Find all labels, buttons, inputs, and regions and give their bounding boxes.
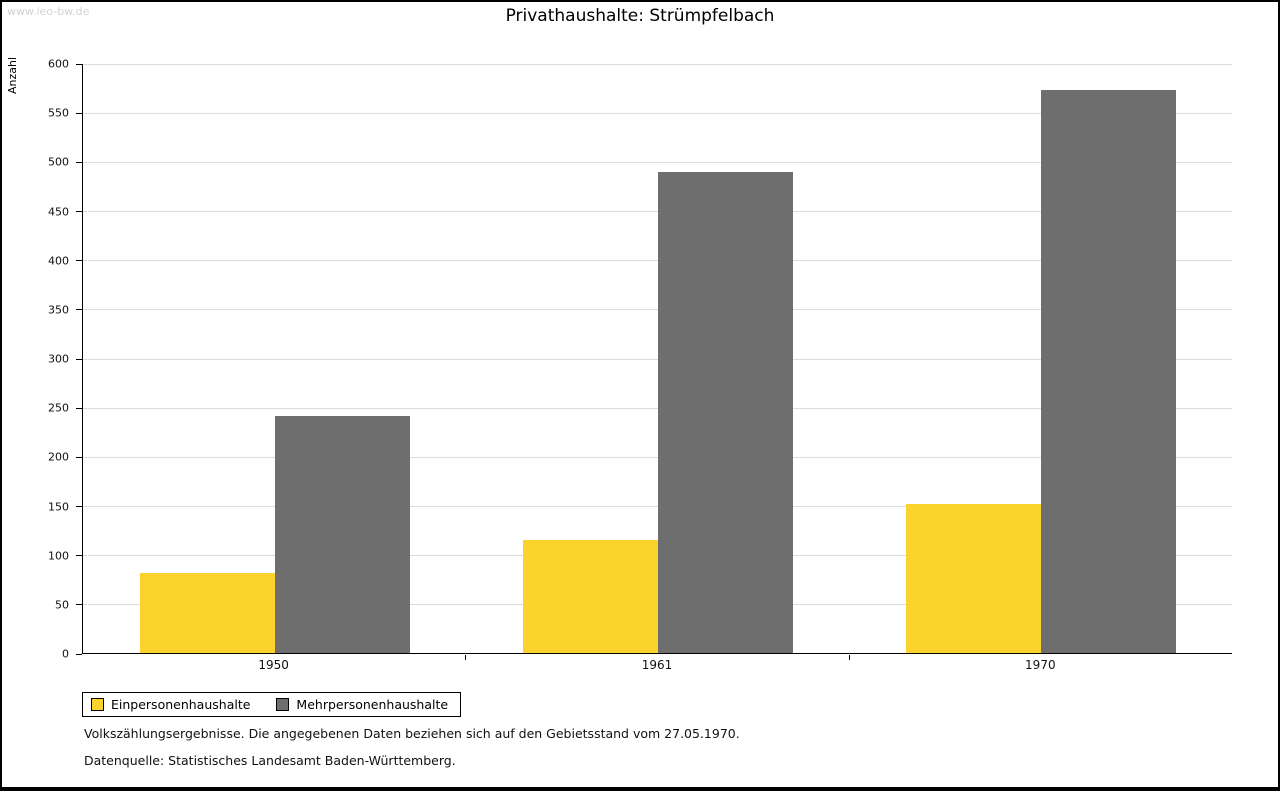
x-tick-mark (848, 655, 850, 660)
y-tick-mark (76, 456, 82, 458)
bar-mehrpersonenhaushalte-1970 (1040, 89, 1176, 653)
footnote-data-source: Datenquelle: Statistisches Landesamt Bad… (84, 753, 456, 768)
x-axis: 1950 1961 1970 (82, 655, 1232, 677)
gridline (83, 162, 1232, 164)
legend-label: Mehrpersonenhaushalte (296, 697, 449, 712)
y-tick-label: 400 (48, 254, 69, 268)
x-tick-mark (465, 655, 467, 660)
y-tick-mark (76, 161, 82, 163)
y-tick-label: 100 (48, 549, 69, 563)
y-tick-mark (76, 653, 82, 655)
bar-einpersonenhaushalte-1970 (905, 503, 1041, 653)
y-tick-label: 50 (55, 598, 69, 612)
gridline (83, 64, 1232, 65)
footnote-source-note: Volkszählungsergebnisse. Die angegebenen… (84, 726, 740, 741)
bar-group-1970 (849, 64, 1232, 653)
legend-swatch (276, 698, 290, 711)
bar-group-1961 (466, 64, 849, 653)
legend-entry-mehrpersonenhaushalte: Mehrpersonenhaushalte (276, 697, 448, 712)
bar-mehrpersonenhaushalte-1961 (657, 171, 793, 653)
bar-einpersonenhaushalte-1961 (522, 540, 658, 653)
x-tick-label: 1961 (641, 658, 673, 672)
y-tick-mark (76, 506, 82, 507)
y-tick-mark (76, 309, 82, 311)
legend-label: Einpersonenhaushalte (111, 697, 251, 712)
x-tick-label: 1950 (258, 658, 289, 672)
y-axis: 0 50 100 150 200 250 300 350 400 450 500 550 600 (2, 58, 82, 661)
y-tick-label: 600 (48, 57, 69, 71)
bar-mehrpersonenhaushalte-1950 (274, 416, 410, 653)
y-tick-mark (76, 604, 82, 606)
y-tick-mark (76, 211, 82, 212)
y-tick-label: 200 (48, 450, 69, 464)
y-tick-mark (76, 358, 82, 360)
legend-entry-einpersonenhaushalte: Einpersonenhaushalte (91, 697, 250, 712)
legend: Einpersonenhaushalte Mehrpersonenhaushalt… (82, 692, 462, 717)
y-tick-mark (76, 63, 82, 65)
y-tick-label: 300 (48, 352, 69, 366)
y-tick-mark (76, 407, 82, 409)
y-tick-label: 550 (48, 106, 69, 120)
legend-swatch (91, 698, 104, 711)
y-tick-label: 250 (48, 401, 69, 415)
y-tick-mark (76, 112, 82, 114)
y-tick-label: 0 (62, 647, 69, 661)
x-tick-label: 1970 (1025, 658, 1056, 672)
y-tick-label: 150 (48, 500, 69, 513)
watermark: www.leo-bw.de (7, 5, 90, 18)
y-tick-label: 350 (48, 303, 69, 317)
plot-area (82, 64, 1232, 654)
chart-title: Privathaushalte: Strümpfelbach (505, 6, 775, 26)
y-tick-label: 500 (48, 155, 69, 169)
y-tick-label: 450 (48, 205, 69, 218)
gridline (83, 113, 1232, 115)
y-tick-mark (76, 260, 82, 262)
bar-group-1950 (83, 64, 466, 653)
bar-einpersonenhaushalte-1950 (139, 572, 275, 653)
footnotes: Volkszählungsergebnisse. Die angegebenen… (84, 726, 740, 780)
y-tick-mark (76, 555, 82, 557)
